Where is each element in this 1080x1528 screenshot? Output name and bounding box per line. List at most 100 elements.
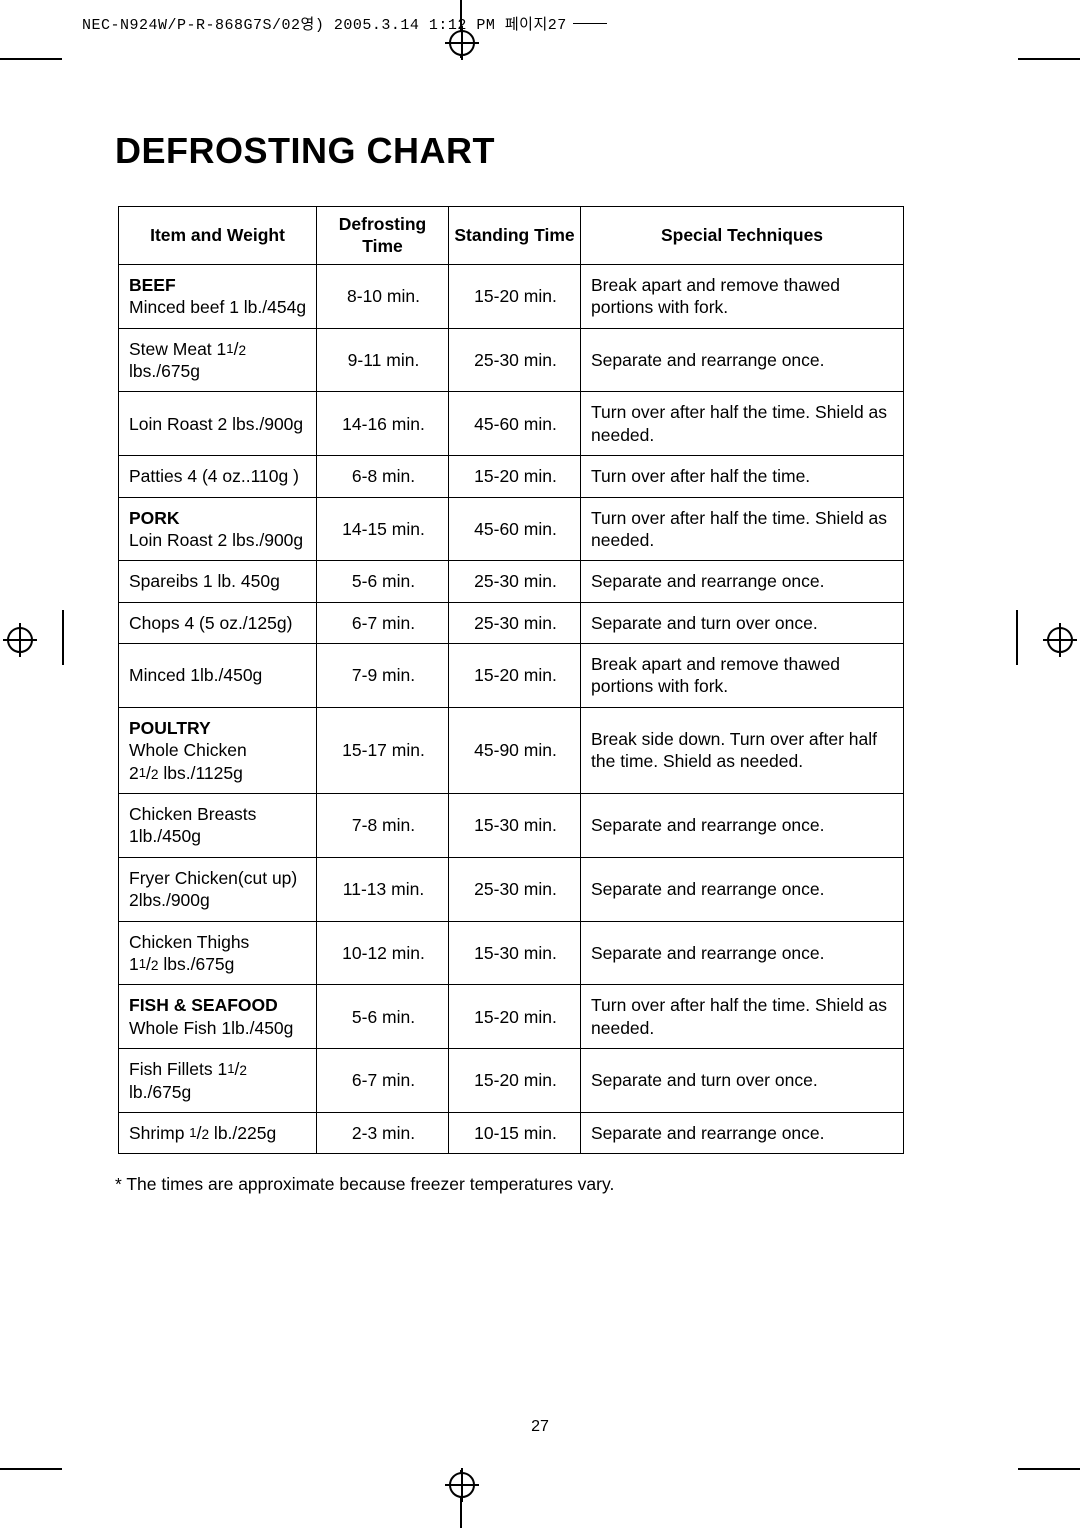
registration-mark-icon (7, 627, 33, 653)
cell-technique: Turn over after half the time. Shield as… (581, 497, 904, 561)
cell-standing: 15-20 min. (449, 985, 581, 1049)
cell-defrost: 7-9 min. (317, 644, 449, 708)
cell-defrost: 14-16 min. (317, 392, 449, 456)
cell-item: Chicken Thighs11/2 lbs./675g (119, 921, 317, 985)
cell-item: Chicken Breasts1lb./450g (119, 794, 317, 858)
col-header-technique: Special Techniques (581, 207, 904, 265)
cell-defrost: 15-17 min. (317, 707, 449, 793)
cell-technique: Separate and turn over once. (581, 602, 904, 643)
table-row: Fryer Chicken(cut up)2lbs./900g11-13 min… (119, 857, 904, 921)
table-row: Stew Meat 11/2 lbs./675g9-11 min.25-30 m… (119, 328, 904, 392)
crop-mark (0, 1468, 62, 1470)
cell-item: POULTRYWhole Chicken21/2 lbs./1125g (119, 707, 317, 793)
cell-defrost: 6-8 min. (317, 456, 449, 497)
cell-technique: Separate and rearrange once. (581, 328, 904, 392)
cell-defrost: 10-12 min. (317, 921, 449, 985)
cell-defrost: 6-7 min. (317, 602, 449, 643)
table-row: FISH & SEAFOODWhole Fish 1lb./450g5-6 mi… (119, 985, 904, 1049)
cell-technique: Turn over after half the time. Shield as… (581, 985, 904, 1049)
category-label: BEEF (129, 274, 308, 296)
table-row: PORKLoin Roast 2 lbs./900g14-15 min.45-6… (119, 497, 904, 561)
cell-item: Chops 4 (5 oz./125g) (119, 602, 317, 643)
registration-mark-icon (449, 1472, 475, 1498)
crop-mark (0, 58, 62, 60)
cell-standing: 25-30 min. (449, 602, 581, 643)
cell-defrost: 9-11 min. (317, 328, 449, 392)
table-row: Chops 4 (5 oz./125g)6-7 min.25-30 min.Se… (119, 602, 904, 643)
crop-mark (1018, 1468, 1080, 1470)
cell-item: FISH & SEAFOODWhole Fish 1lb./450g (119, 985, 317, 1049)
crop-mark (1018, 58, 1080, 60)
cell-item: Loin Roast 2 lbs./900g (119, 392, 317, 456)
cell-defrost: 2-3 min. (317, 1112, 449, 1153)
cell-defrost: 14-15 min. (317, 497, 449, 561)
cell-item: Patties 4 (4 oz..110g ) (119, 456, 317, 497)
table-row: BEEFMinced beef 1 lb./454g8-10 min.15-20… (119, 264, 904, 328)
col-header-item: Item and Weight (119, 207, 317, 265)
table-row: Patties 4 (4 oz..110g )6-8 min.15-20 min… (119, 456, 904, 497)
cell-standing: 15-30 min. (449, 794, 581, 858)
footnote: * The times are approximate because free… (115, 1174, 925, 1195)
cell-standing: 45-90 min. (449, 707, 581, 793)
cell-standing: 15-20 min. (449, 1049, 581, 1113)
page-number: 27 (0, 1418, 1080, 1436)
cell-technique: Separate and rearrange once. (581, 1112, 904, 1153)
content-area: DEFROSTING CHART Item and Weight Defrost… (115, 130, 925, 1195)
cell-technique: Separate and rearrange once. (581, 561, 904, 602)
table-row: Minced 1lb./450g7-9 min.15-20 min.Break … (119, 644, 904, 708)
cell-standing: 45-60 min. (449, 497, 581, 561)
cell-standing: 45-60 min. (449, 392, 581, 456)
cell-standing: 10-15 min. (449, 1112, 581, 1153)
col-header-standing: Standing Time (449, 207, 581, 265)
cell-technique: Break apart and remove thawed portions w… (581, 264, 904, 328)
cell-item: Fryer Chicken(cut up)2lbs./900g (119, 857, 317, 921)
cell-technique: Break side down. Turn over after half th… (581, 707, 904, 793)
table-row: Chicken Breasts1lb./450g7-8 min.15-30 mi… (119, 794, 904, 858)
cell-item: Minced 1lb./450g (119, 644, 317, 708)
cell-item: Stew Meat 11/2 lbs./675g (119, 328, 317, 392)
cell-defrost: 7-8 min. (317, 794, 449, 858)
table-row: Fish Fillets 11/2 lb./675g6-7 min.15-20 … (119, 1049, 904, 1113)
cell-defrost: 6-7 min. (317, 1049, 449, 1113)
print-header-text: NEC-N924W/P-R-868G7S/02영) 2005.3.14 1:12… (82, 13, 567, 34)
cell-standing: 25-30 min. (449, 857, 581, 921)
cell-item: Spareibs 1 lb. 450g (119, 561, 317, 602)
cell-standing: 15-20 min. (449, 644, 581, 708)
cell-technique: Break apart and remove thawed portions w… (581, 644, 904, 708)
cell-defrost: 8-10 min. (317, 264, 449, 328)
cell-technique: Turn over after half the time. (581, 456, 904, 497)
table-row: Loin Roast 2 lbs./900g14-16 min.45-60 mi… (119, 392, 904, 456)
table-row: POULTRYWhole Chicken21/2 lbs./1125g15-17… (119, 707, 904, 793)
cell-technique: Turn over after half the time. Shield as… (581, 392, 904, 456)
crop-mark (1016, 610, 1018, 665)
cell-technique: Separate and rearrange once. (581, 794, 904, 858)
table-row: Spareibs 1 lb. 450g5-6 min.25-30 min.Sep… (119, 561, 904, 602)
cell-item: BEEFMinced beef 1 lb./454g (119, 264, 317, 328)
header-rule (573, 23, 607, 25)
print-header: NEC-N924W/P-R-868G7S/02영) 2005.3.14 1:12… (82, 13, 607, 34)
page-title: DEFROSTING CHART (115, 130, 925, 172)
table-header-row: Item and Weight Defrosting Time Standing… (119, 207, 904, 265)
table-row: Chicken Thighs11/2 lbs./675g10-12 min.15… (119, 921, 904, 985)
cell-item: PORKLoin Roast 2 lbs./900g (119, 497, 317, 561)
cell-standing: 25-30 min. (449, 561, 581, 602)
cell-defrost: 5-6 min. (317, 561, 449, 602)
cell-technique: Separate and rearrange once. (581, 921, 904, 985)
crop-mark (62, 610, 64, 665)
defrosting-table: Item and Weight Defrosting Time Standing… (118, 206, 904, 1154)
table-row: Shrimp 1/2 lb./225g2-3 min.10-15 min.Sep… (119, 1112, 904, 1153)
cell-item: Fish Fillets 11/2 lb./675g (119, 1049, 317, 1113)
cell-standing: 25-30 min. (449, 328, 581, 392)
cell-standing: 15-20 min. (449, 456, 581, 497)
cell-item: Shrimp 1/2 lb./225g (119, 1112, 317, 1153)
page: NEC-N924W/P-R-868G7S/02영) 2005.3.14 1:12… (0, 0, 1080, 1528)
col-header-defrost: Defrosting Time (317, 207, 449, 265)
category-label: PORK (129, 507, 308, 529)
category-label: FISH & SEAFOOD (129, 994, 308, 1016)
cell-technique: Separate and turn over once. (581, 1049, 904, 1113)
cell-standing: 15-20 min. (449, 264, 581, 328)
registration-mark-icon (1047, 627, 1073, 653)
cell-defrost: 11-13 min. (317, 857, 449, 921)
cell-technique: Separate and rearrange once. (581, 857, 904, 921)
category-label: POULTRY (129, 717, 308, 739)
